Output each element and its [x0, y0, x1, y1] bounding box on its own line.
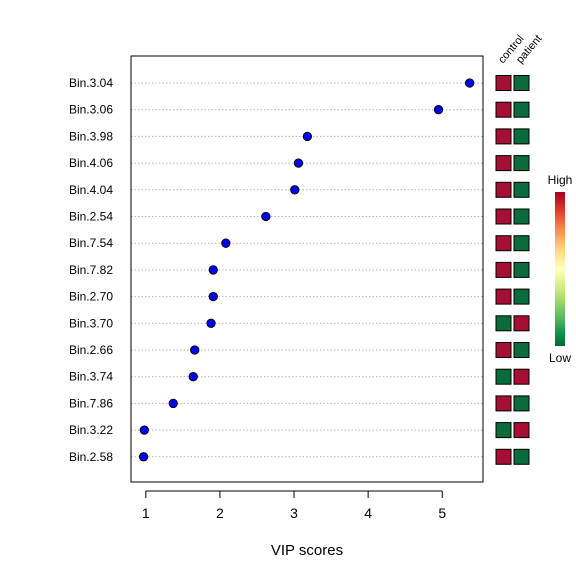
score-point	[190, 345, 200, 355]
heatmap-cell	[495, 342, 512, 358]
score-point	[208, 265, 218, 275]
heatmap-cell	[513, 101, 530, 118]
heatmap-cell	[513, 128, 530, 145]
color-legend: High Low	[548, 173, 573, 365]
legend-gradient-bar	[555, 192, 565, 346]
category-label: Bin.3.74	[69, 370, 113, 384]
heatmap-cell	[513, 235, 530, 252]
heatmap-cell	[513, 288, 530, 305]
category-label: Bin.7.86	[69, 396, 113, 410]
category-label: Bin.2.58	[69, 450, 113, 464]
category-label: Bin.2.70	[69, 290, 113, 304]
heatmap-cell	[495, 155, 512, 172]
heatmap-cell	[513, 368, 530, 385]
category-label: Bin.3.22	[69, 423, 113, 437]
heatmap-cell	[513, 448, 530, 465]
heatmap-cell	[495, 208, 512, 225]
category-label: Bin.3.04	[69, 76, 113, 90]
score-point	[293, 158, 304, 168]
heatmap-cell	[513, 155, 530, 172]
score-point	[206, 318, 216, 328]
score-point	[188, 372, 198, 382]
category-label: Bin.2.66	[69, 343, 113, 357]
score-point	[221, 238, 231, 248]
category-label: Bin.3.06	[69, 103, 113, 117]
category-label: Bin.4.04	[69, 183, 113, 197]
score-point	[138, 452, 149, 462]
heatmap-cell	[513, 208, 530, 225]
category-label: Bin.2.54	[69, 210, 113, 224]
category-label: Bin.7.54	[69, 236, 113, 250]
x-tick-label: 1	[142, 505, 150, 521]
heatmap-cell	[495, 181, 512, 198]
heatmap-cell	[495, 448, 512, 465]
heatmap-cell	[513, 315, 530, 332]
x-tick-label: 4	[364, 505, 372, 521]
heatmap-cell	[513, 422, 530, 439]
heatmap-cell	[495, 422, 512, 439]
score-point	[168, 398, 178, 409]
plot-area	[130, 55, 484, 483]
x-tick-label: 2	[216, 505, 224, 521]
legend-low-label: Low	[549, 351, 571, 365]
heatmap-cell	[495, 261, 512, 278]
score-point	[433, 105, 444, 115]
heatmap-cell	[495, 235, 512, 252]
heatmap-cell	[495, 288, 512, 305]
x-tick-label: 3	[290, 505, 298, 521]
score-point	[139, 425, 149, 435]
category-label: Bin.3.98	[69, 129, 113, 143]
score-point	[465, 78, 475, 88]
heatmap-cell	[513, 342, 530, 358]
category-label: Bin.4.06	[69, 156, 113, 170]
group-heatmap	[495, 75, 530, 465]
category-label: Bin.7.82	[69, 263, 113, 277]
x-axis: 1 2 3 4 5	[142, 490, 446, 521]
category-label: Bin.3.70	[69, 316, 113, 330]
score-point	[261, 211, 271, 222]
score-point	[208, 291, 218, 302]
heatmap-cell	[495, 368, 512, 385]
heatmap-cell	[495, 395, 512, 412]
heatmap-cell	[495, 101, 512, 118]
x-tick-label: 5	[438, 505, 446, 521]
heatmap-cell	[513, 75, 530, 91]
heatmap-cell	[495, 315, 512, 332]
legend-high-label: High	[548, 173, 573, 187]
heatmap-cell	[513, 181, 530, 198]
heatmap-cell	[495, 75, 512, 91]
heatmap-cell	[513, 395, 530, 412]
score-point	[302, 131, 313, 142]
heatmap-cell	[513, 261, 530, 278]
score-point	[290, 185, 300, 195]
x-axis-title: VIP scores	[271, 542, 343, 559]
category-labels: Bin.3.04 Bin.3.06 Bin.3.98 Bin.4.06 Bin.4.04…	[69, 76, 113, 464]
heatmap-cell	[495, 128, 512, 145]
score-points	[138, 78, 475, 462]
